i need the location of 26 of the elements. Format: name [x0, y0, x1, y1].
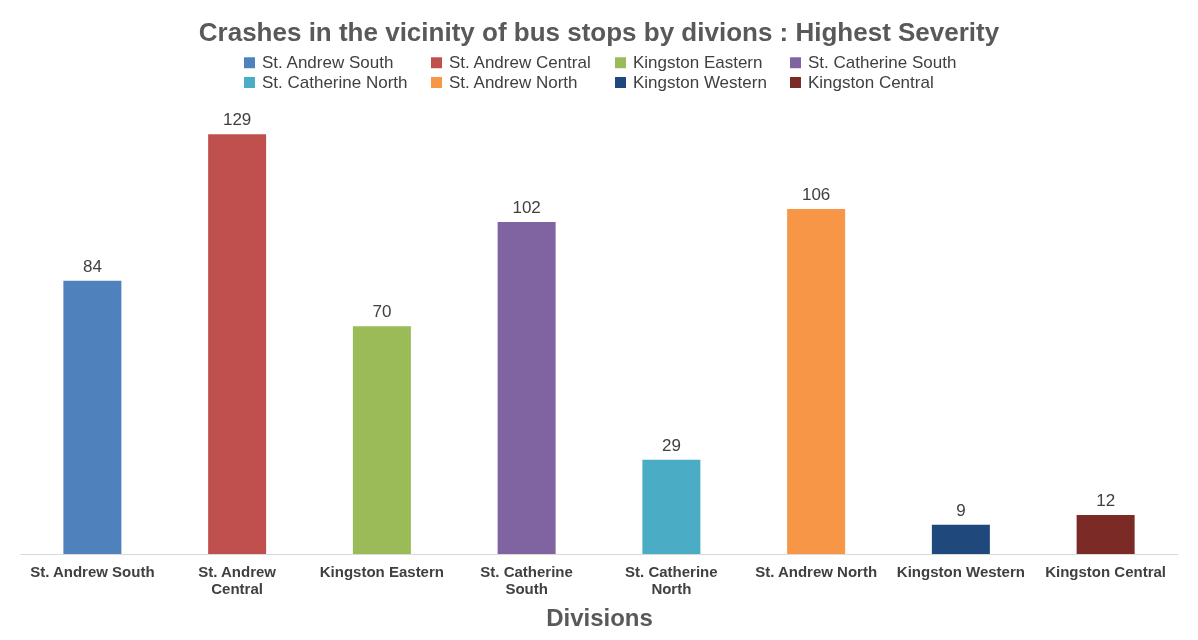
- legend-label: Kingston Eastern: [633, 52, 763, 72]
- legend-label: St. Andrew South: [262, 52, 394, 72]
- legend-label: St. Catherine North: [262, 72, 408, 92]
- data-label: 12: [1096, 490, 1116, 510]
- x-tick-label: Kingston Western: [896, 562, 1025, 580]
- x-tick-label: St. Catherine South: [480, 562, 573, 597]
- legend-label: St. Catherine South: [808, 52, 957, 72]
- legend-label: St. Andrew Central: [449, 52, 591, 72]
- x-tick-label: Kingston Central: [1045, 562, 1167, 580]
- data-label: 9: [956, 500, 966, 520]
- data-label: 70: [372, 302, 392, 322]
- x-axis-title: Divisions: [546, 603, 653, 631]
- legend-label: Kingston Central: [808, 72, 934, 92]
- x-tick-label: Kingston Eastern: [319, 562, 444, 580]
- chart-title: Crashes in the vicinity of bus stops by divions : Highest Severity: [198, 17, 1000, 47]
- data-label: 84: [82, 256, 102, 276]
- legend-label: Kingston Western: [633, 72, 767, 92]
- x-tick-label: St. Andrew North: [755, 562, 878, 580]
- x-tick-label: St. Andrew Central: [198, 562, 277, 597]
- data-label: 129: [222, 110, 252, 130]
- legend-label: St. Andrew North: [449, 72, 578, 92]
- x-tick-label: St. Catherine North: [625, 562, 718, 597]
- data-label: 102: [512, 198, 541, 218]
- data-label: 106: [801, 185, 831, 205]
- data-label: 29: [661, 435, 681, 455]
- x-tick-label: St. Andrew South: [30, 562, 155, 580]
